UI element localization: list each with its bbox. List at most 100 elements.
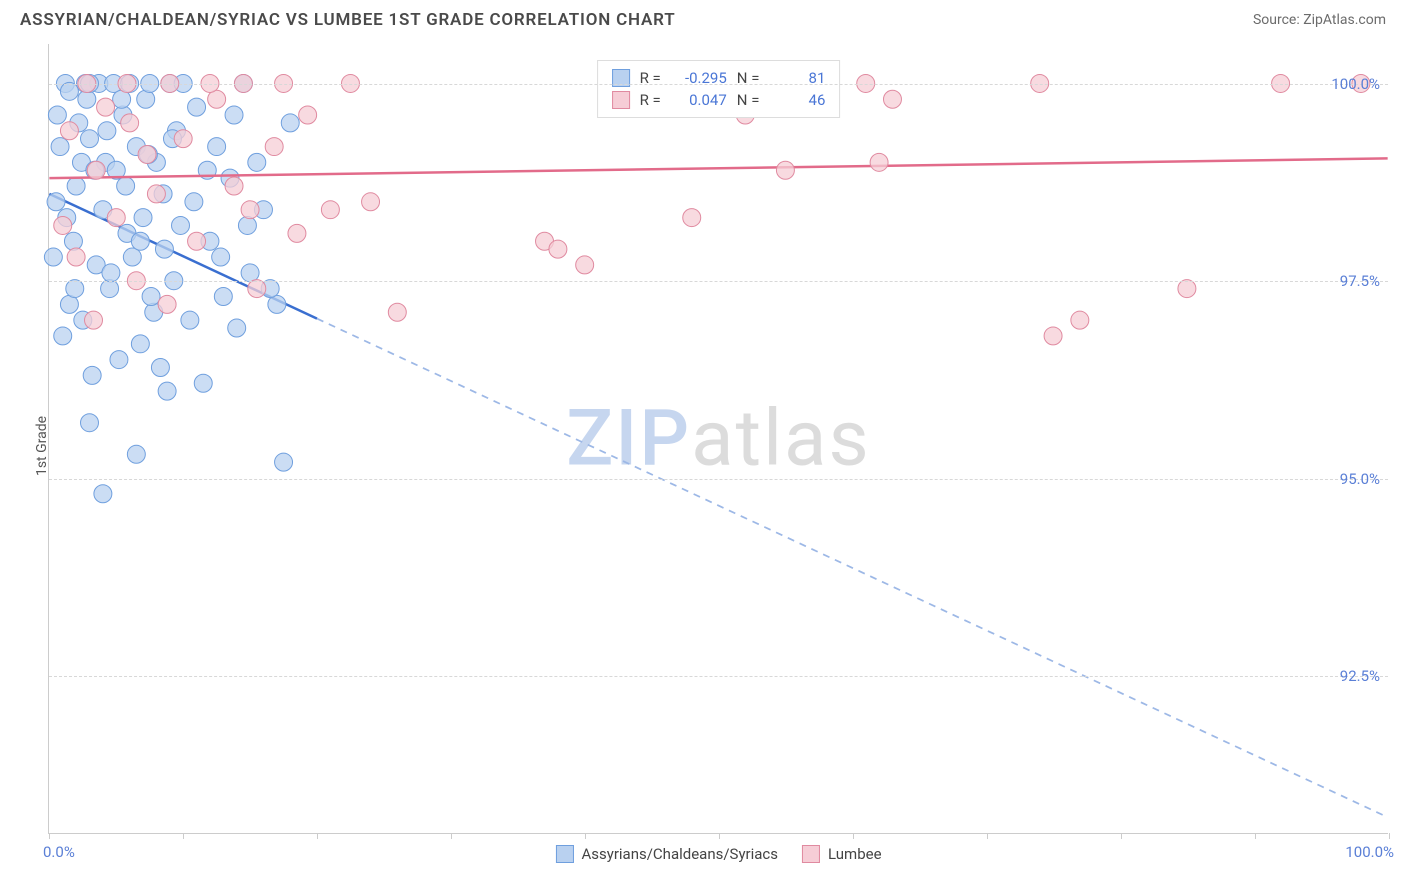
legend-swatch-icon — [802, 845, 820, 863]
source-prefix: Source: — [1253, 12, 1303, 28]
gridline — [49, 479, 1388, 480]
data-point-lumbee — [188, 232, 206, 250]
data-point-assyrians — [208, 138, 226, 156]
data-point-assyrians — [281, 114, 299, 132]
series-legend: Assyrians/Chaldeans/Syriacs Lumbee — [555, 845, 881, 863]
data-point-assyrians — [113, 90, 131, 108]
data-point-assyrians — [185, 193, 203, 211]
data-point-lumbee — [87, 161, 105, 179]
data-point-lumbee — [870, 153, 888, 171]
x-tick — [49, 833, 50, 839]
data-point-lumbee — [883, 90, 901, 108]
data-point-lumbee — [683, 209, 701, 227]
data-point-lumbee — [225, 177, 243, 195]
data-point-lumbee — [1044, 327, 1062, 345]
x-tick — [719, 833, 720, 839]
data-point-assyrians — [158, 382, 176, 400]
data-point-lumbee — [158, 295, 176, 313]
r-label: R = — [640, 91, 661, 109]
x-tick — [1389, 833, 1390, 839]
chart-title: ASSYRIAN/CHALDEAN/SYRIAC VS LUMBEE 1ST G… — [20, 10, 675, 30]
data-point-lumbee — [107, 209, 125, 227]
data-point-lumbee — [97, 98, 115, 116]
data-point-assyrians — [47, 193, 65, 211]
chart-plot-area: ZIPatlas R = -0.295 N = 81 R = 0.047 N =… — [48, 44, 1388, 834]
source-name: ZipAtlas.com — [1303, 12, 1386, 28]
data-point-lumbee — [1071, 311, 1089, 329]
data-point-assyrians — [155, 240, 173, 258]
data-point-assyrians — [60, 295, 78, 313]
data-point-lumbee — [265, 138, 283, 156]
data-point-assyrians — [127, 445, 145, 463]
r-value: 0.047 — [671, 91, 727, 109]
data-point-lumbee — [208, 90, 226, 108]
data-point-assyrians — [134, 209, 152, 227]
data-point-lumbee — [85, 311, 103, 329]
x-max-label: 100.0% — [1345, 843, 1394, 861]
data-point-assyrians — [60, 82, 78, 100]
data-point-assyrians — [241, 264, 259, 282]
data-point-lumbee — [248, 280, 266, 298]
legend-label: Assyrians/Chaldeans/Syriacs — [581, 845, 778, 863]
data-point-assyrians — [238, 216, 256, 234]
data-point-lumbee — [576, 256, 594, 274]
data-point-lumbee — [138, 145, 156, 163]
n-label: N = — [737, 91, 760, 109]
data-point-assyrians — [44, 248, 62, 266]
data-point-assyrians — [51, 138, 69, 156]
data-point-assyrians — [81, 414, 99, 432]
data-point-assyrians — [212, 248, 230, 266]
stats-legend-row: R = -0.295 N = 81 — [612, 67, 826, 89]
data-point-assyrians — [225, 106, 243, 124]
y-tick-label: 100.0% — [1331, 75, 1380, 93]
stats-legend: R = -0.295 N = 81 R = 0.047 N = 46 — [597, 60, 841, 118]
y-tick-label: 92.5% — [1340, 667, 1380, 685]
data-point-lumbee — [241, 201, 259, 219]
data-point-lumbee — [54, 216, 72, 234]
data-point-lumbee — [147, 185, 165, 203]
data-point-assyrians — [94, 485, 112, 503]
x-tick — [585, 833, 586, 839]
y-tick-label: 95.0% — [1340, 470, 1380, 488]
data-point-assyrians — [110, 351, 128, 369]
data-point-lumbee — [549, 240, 567, 258]
data-point-lumbee — [174, 130, 192, 148]
data-point-lumbee — [60, 122, 78, 140]
data-point-lumbee — [299, 106, 317, 124]
data-point-assyrians — [151, 359, 169, 377]
chart-source: Source: ZipAtlas.com — [1253, 12, 1386, 28]
legend-item: Lumbee — [802, 845, 882, 863]
data-point-assyrians — [81, 130, 99, 148]
data-point-assyrians — [101, 280, 119, 298]
data-point-assyrians — [131, 335, 149, 353]
x-tick — [853, 833, 854, 839]
x-tick — [451, 833, 452, 839]
data-point-lumbee — [1178, 280, 1196, 298]
data-point-assyrians — [117, 177, 135, 195]
data-point-lumbee — [121, 114, 139, 132]
data-point-assyrians — [214, 287, 232, 305]
data-point-lumbee — [321, 201, 339, 219]
data-point-assyrians — [54, 327, 72, 345]
x-min-label: 0.0% — [43, 843, 75, 861]
data-point-assyrians — [228, 319, 246, 337]
data-point-lumbee — [362, 193, 380, 211]
data-point-assyrians — [268, 295, 286, 313]
data-point-lumbee — [67, 248, 85, 266]
data-point-assyrians — [172, 216, 190, 234]
data-point-assyrians — [102, 264, 120, 282]
data-point-assyrians — [181, 311, 199, 329]
x-tick — [183, 833, 184, 839]
data-point-assyrians — [248, 153, 266, 171]
gridline — [49, 281, 1388, 282]
y-tick-label: 97.5% — [1340, 272, 1380, 290]
x-tick — [1121, 833, 1122, 839]
legend-item: Assyrians/Chaldeans/Syriacs — [555, 845, 778, 863]
data-point-assyrians — [275, 453, 293, 471]
data-point-assyrians — [194, 374, 212, 392]
regression-line-dashed-assyrians — [317, 319, 1388, 818]
gridline — [49, 676, 1388, 677]
legend-swatch-icon — [555, 845, 573, 863]
legend-label: Lumbee — [828, 845, 882, 863]
data-point-assyrians — [123, 248, 141, 266]
